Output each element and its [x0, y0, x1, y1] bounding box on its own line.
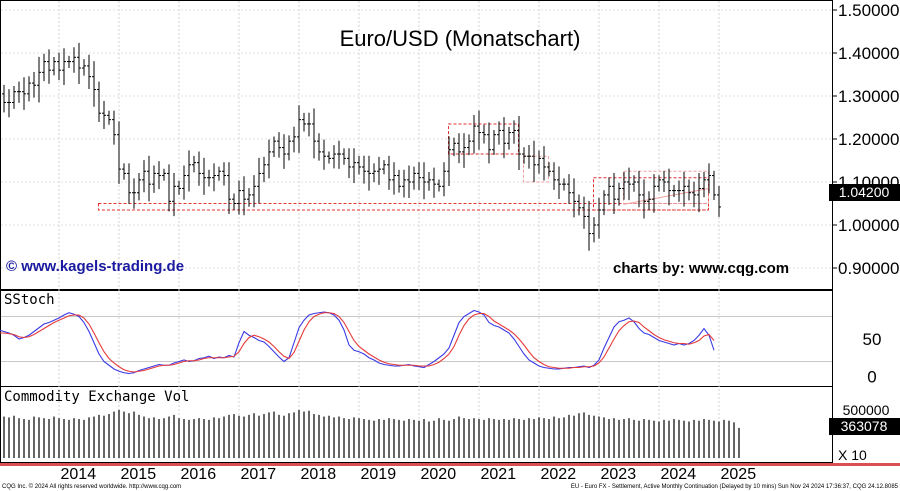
footer-left: CQG Inc. © 2024 All rights reserved worl… [2, 483, 181, 490]
last-volume-label: 363078 [841, 418, 888, 434]
volume-scale-note: X 10 [838, 447, 867, 463]
annotation-trendline [623, 187, 709, 205]
watermark-left: © www.kagels-trading.de [6, 258, 184, 275]
last-volume-box [829, 418, 900, 435]
price-axis: 1.500001.400001.300001.200001.100001.000… [832, 1, 899, 278]
time-axis-band [0, 463, 900, 466]
stoch-panel-title: SStoch [4, 292, 55, 308]
time-axis: 2014 2015 2016 2017 2018 2019 2020 2021 2022 2023… [0, 463, 900, 483]
stoch-tick-label: 0 [867, 368, 876, 387]
annotation-box [98, 203, 709, 211]
footer-right: EU - Euro FX - Settlement, Active Monthl… [571, 484, 899, 490]
year-label: 2017 [241, 466, 277, 483]
annotation-box [623, 170, 709, 204]
price-tick-label: 1.30000 [838, 87, 899, 106]
year-label: 2018 [301, 466, 337, 483]
year-label: 2020 [421, 466, 457, 483]
stoch-tick-label: 50 [863, 330, 882, 349]
stoch-panel-frame [0, 290, 833, 387]
stochastic-lines: 50 0 [0, 309, 882, 387]
year-label: 2016 [181, 466, 217, 483]
year-label: 2014 [61, 466, 97, 483]
last-price-label: 1.04200 [839, 184, 890, 200]
annotation-box [523, 155, 549, 183]
stoch-series-line [0, 309, 715, 375]
price-tick-label: 1.50000 [838, 1, 899, 20]
price-tick-label: 1.00000 [838, 216, 899, 235]
year-label: 2022 [541, 466, 577, 483]
ohlc-bars [0, 42, 721, 251]
watermark-right: charts by: www.cqg.com [613, 260, 789, 277]
year-label: 2023 [601, 466, 637, 483]
year-label: 2021 [481, 466, 517, 483]
price-tick-label: 1.20000 [838, 130, 899, 149]
stoch-series-line [0, 312, 715, 373]
year-label: 2024 [661, 466, 697, 483]
annotation-box [593, 177, 709, 211]
year-label: 2025 [721, 466, 757, 483]
price-tick-label: 0.90000 [838, 259, 899, 278]
year-label: 2015 [121, 466, 157, 483]
volume-tick-label: 500000 [843, 402, 890, 418]
time-axis-background [0, 466, 900, 480]
chart-title: Euro/USD (Monatschart) [340, 26, 581, 51]
price-tick-label: 1.40000 [838, 44, 899, 63]
year-label: 2019 [361, 466, 397, 483]
volume-bars [3, 409, 740, 458]
last-price-box [829, 184, 900, 201]
volume-panel-title: Commodity Exchange Vol [4, 389, 189, 405]
